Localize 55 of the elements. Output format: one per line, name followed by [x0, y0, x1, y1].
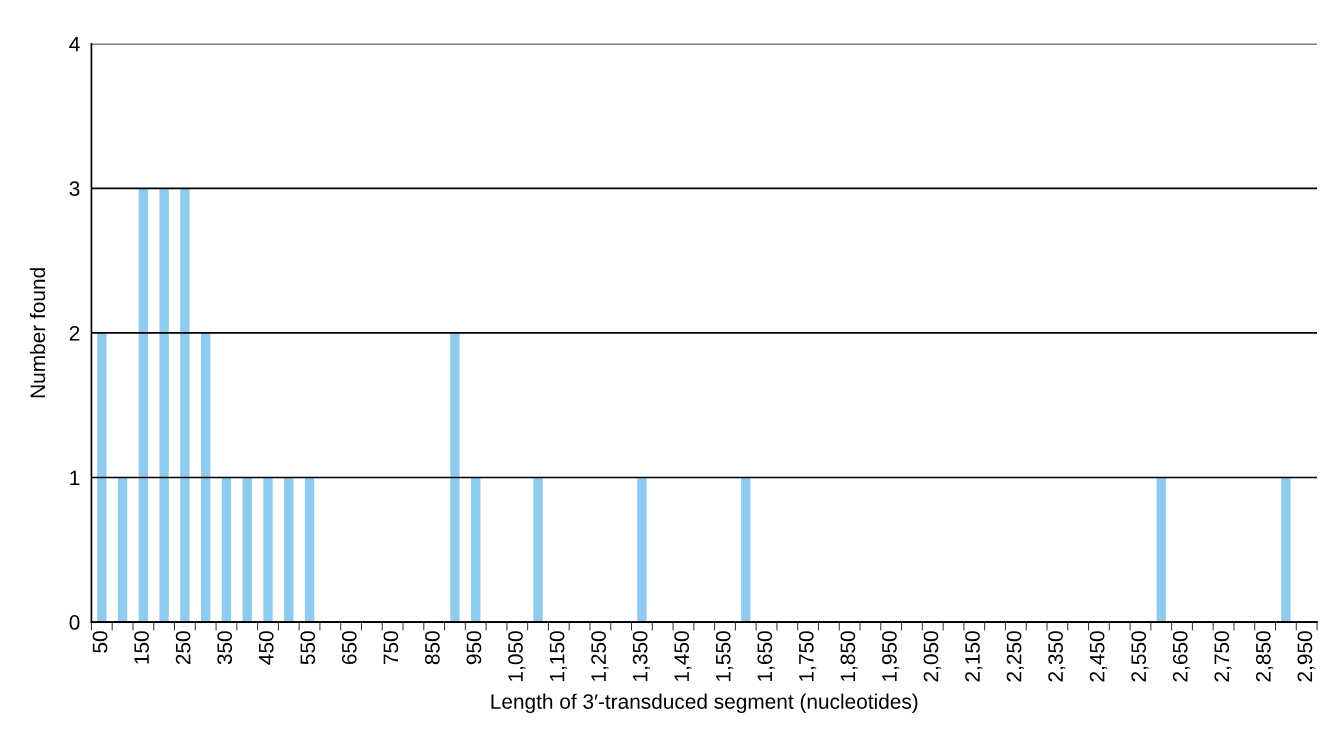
bar — [1281, 477, 1291, 623]
x-tick-label: 2,450 — [1089, 631, 1107, 682]
x-tick-label: 50 — [92, 631, 108, 653]
x-tick-label: 1,550 — [715, 631, 734, 681]
bar — [1156, 477, 1166, 623]
x-tick-label: 2,050 — [923, 631, 941, 682]
bar — [97, 332, 107, 623]
x-tick-label: 2,750 — [1214, 631, 1232, 682]
x-tick-label: 2,950 — [1297, 631, 1315, 682]
x-tick-label: 1,650 — [757, 631, 775, 681]
x-tick-label: 2,350 — [1048, 631, 1066, 682]
x-tick-label: 250 — [175, 631, 191, 665]
x-tick-label: 1,850 — [840, 631, 858, 681]
x-tick-label: 750 — [383, 631, 399, 665]
bar — [201, 332, 211, 623]
bar — [263, 477, 273, 623]
bar — [304, 477, 315, 623]
x-tick-label: 2,150 — [965, 631, 983, 682]
x-tick-label: 1,750 — [798, 631, 817, 681]
x-tick-label: 1,450 — [674, 631, 692, 681]
bar — [159, 188, 169, 623]
bar — [221, 477, 232, 623]
x-tick-label: 450 — [258, 631, 274, 665]
bar — [284, 477, 294, 623]
bar — [450, 332, 460, 623]
x-tick-label: 2,850 — [1255, 631, 1274, 682]
bar — [180, 188, 190, 623]
x-tick-label: 1,050 — [508, 631, 526, 681]
y-tick-label: 4 — [69, 36, 80, 52]
bar — [242, 477, 252, 623]
x-tick-label: 1,950 — [882, 631, 900, 681]
x-tick-label: 550 — [300, 631, 316, 665]
bar — [138, 188, 149, 623]
x-tick-label: 1,350 — [632, 631, 650, 681]
y-tick-label: 1 — [70, 470, 80, 486]
x-tick-label: 350 — [217, 631, 233, 665]
y-tick-label: 2 — [69, 325, 80, 341]
x-tick-label: 2,550 — [1131, 631, 1149, 682]
x-tick-label: 2,250 — [1006, 631, 1024, 682]
x-tick-label: 650 — [341, 631, 357, 665]
y-tick-label: 0 — [69, 615, 80, 630]
bar — [117, 477, 128, 623]
bar — [637, 477, 647, 623]
x-tick-label: 850 — [425, 631, 440, 665]
bar — [741, 477, 751, 623]
y-tick-label: 3 — [69, 181, 80, 197]
bar — [533, 477, 543, 623]
x-axis-title: Length of 3′-transduced segment (nucleotides) — [491, 693, 918, 714]
x-tick-label: 2,650 — [1172, 631, 1191, 682]
x-tick-label: 150 — [134, 631, 149, 664]
x-tick-label: 950 — [466, 631, 482, 665]
x-tick-label: 1,250 — [591, 631, 609, 681]
y-axis-title: Number found — [29, 268, 46, 398]
x-tick-label: 1,150 — [549, 631, 567, 681]
bar — [471, 477, 481, 623]
